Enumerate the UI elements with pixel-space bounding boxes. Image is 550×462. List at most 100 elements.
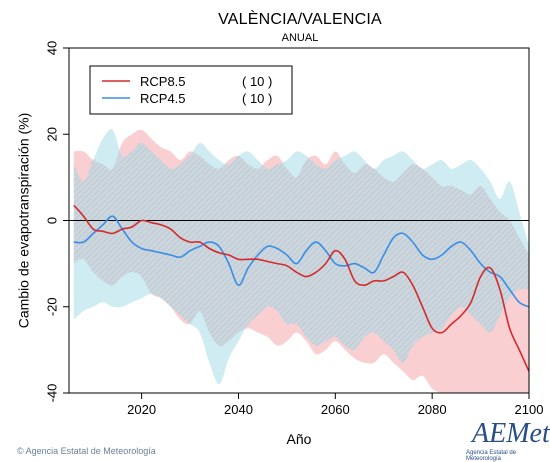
- data-point-rcp85: [286, 265, 288, 267]
- data-point-rcp45: [431, 259, 433, 261]
- x-axis-label: Año: [287, 431, 312, 447]
- data-point-rcp85: [422, 306, 424, 308]
- data-point-rcp85: [402, 271, 404, 273]
- data-point-rcp85: [276, 263, 278, 265]
- y-tick-label: -40: [44, 384, 59, 403]
- series-line-rcp85: [73, 204, 529, 372]
- footer-credit: © Agencia Estatal de Meteorología: [17, 446, 156, 456]
- data-point-rcp45: [451, 246, 453, 248]
- data-point-rcp85: [393, 276, 395, 278]
- data-point-rcp85: [315, 271, 317, 273]
- data-point-rcp45: [393, 237, 395, 239]
- data-point-rcp45: [335, 263, 337, 265]
- data-point-rcp45: [218, 246, 220, 248]
- x-tick-label: 2060: [321, 402, 350, 417]
- data-point-rcp85: [431, 328, 433, 330]
- y-tick-label: -20: [44, 297, 59, 316]
- data-point-rcp45: [373, 271, 375, 273]
- series-line-rcp45: [73, 215, 529, 308]
- chart-subtitle: ANUAL: [281, 32, 319, 44]
- data-point-rcp45: [383, 254, 385, 256]
- data-point-rcp45: [402, 233, 404, 235]
- data-point-rcp45: [519, 302, 521, 304]
- data-point-rcp85: [412, 284, 414, 286]
- data-point-rcp85: [383, 280, 385, 282]
- data-point-rcp45: [470, 250, 472, 252]
- data-point-rcp45: [170, 254, 172, 256]
- legend-label-rcp85: RCP8.5: [140, 74, 186, 89]
- data-point-rcp85: [228, 254, 230, 256]
- data-point-rcp45: [305, 250, 307, 252]
- data-point-rcp85: [499, 289, 501, 291]
- chart-title: VALÈNCIA/VALENCIA: [218, 11, 382, 28]
- data-point-rcp45: [499, 276, 501, 278]
- data-point-rcp85: [460, 315, 462, 317]
- data-point-rcp85: [121, 228, 123, 230]
- legend-count-rcp85: ( 10 ): [242, 74, 272, 89]
- data-point-rcp85: [209, 248, 211, 250]
- data-point-rcp85: [151, 222, 153, 224]
- data-point-rcp45: [364, 267, 366, 269]
- band-overlap-hatch: [73, 142, 529, 363]
- data-point-rcp85: [354, 280, 356, 282]
- data-point-rcp45: [151, 250, 153, 252]
- aemet-logo: AEMet Agencia Estatal de Meteorología: [466, 418, 550, 462]
- data-point-rcp45: [276, 248, 278, 250]
- data-point-rcp45: [441, 254, 443, 256]
- data-point-rcp45: [509, 289, 511, 291]
- data-point-rcp45: [228, 263, 230, 265]
- data-point-rcp45: [92, 233, 94, 235]
- data-point-rcp45: [131, 241, 133, 243]
- data-point-rcp45: [344, 265, 346, 267]
- data-point-rcp85: [199, 241, 201, 243]
- y-tick-label: 20: [44, 127, 59, 141]
- data-point-rcp45: [480, 263, 482, 265]
- x-tick-label: 2020: [127, 402, 156, 417]
- data-point-rcp85: [373, 280, 375, 282]
- data-point-rcp85: [470, 302, 472, 304]
- data-point-rcp85: [141, 220, 143, 222]
- data-point-rcp85: [102, 230, 104, 232]
- data-point-rcp85: [247, 259, 249, 261]
- data-point-rcp45: [199, 246, 201, 248]
- data-point-rcp45: [247, 267, 249, 269]
- data-point-rcp45: [112, 215, 114, 217]
- data-point-rcp85: [509, 328, 511, 330]
- data-point-rcp45: [141, 248, 143, 250]
- y-tick-label: 0: [44, 217, 59, 224]
- data-point-rcp85: [325, 263, 327, 265]
- aemet-logo-subtext: Agencia Estatal de Meteorología: [466, 450, 517, 462]
- data-point-rcp85: [480, 276, 482, 278]
- data-point-rcp85: [73, 205, 75, 207]
- data-point-rcp85: [218, 252, 220, 254]
- data-point-rcp85: [83, 215, 85, 217]
- x-tick-label: 2080: [418, 402, 447, 417]
- data-point-rcp45: [267, 246, 269, 248]
- data-point-rcp85: [305, 276, 307, 278]
- data-point-rcp85: [519, 349, 521, 351]
- data-point-rcp85: [131, 226, 133, 228]
- data-point-rcp45: [238, 284, 240, 286]
- legend-count-rcp45: ( 10 ): [242, 91, 272, 106]
- data-point-rcp45: [354, 263, 356, 265]
- data-point-rcp85: [160, 224, 162, 226]
- data-point-rcp45: [257, 254, 259, 256]
- data-point-rcp85: [92, 228, 94, 230]
- x-tick-label: 2100: [515, 402, 544, 417]
- legend-box: [89, 65, 293, 115]
- data-point-rcp45: [180, 256, 182, 258]
- data-point-rcp85: [267, 261, 269, 263]
- data-point-rcp45: [83, 241, 85, 243]
- data-point-rcp45: [286, 254, 288, 256]
- data-point-rcp45: [325, 250, 327, 252]
- footer-credit-text: Agencia Estatal de Meteorología: [25, 446, 156, 456]
- y-axis-label: Cambio de evapotranspiración (%): [16, 113, 32, 329]
- data-point-rcp45: [209, 241, 211, 243]
- data-point-rcp85: [112, 233, 114, 235]
- data-point-rcp45: [489, 271, 491, 273]
- data-point-rcp85: [441, 332, 443, 334]
- data-point-rcp45: [102, 224, 104, 226]
- data-point-rcp85: [296, 271, 298, 273]
- data-point-rcp45: [315, 241, 317, 243]
